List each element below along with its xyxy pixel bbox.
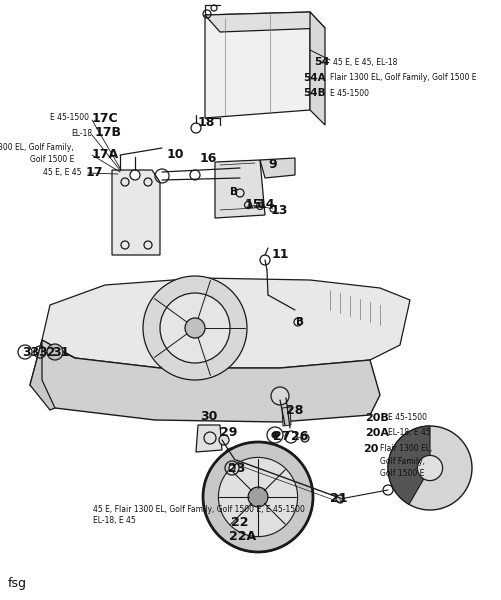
Text: 17C: 17C: [92, 112, 119, 124]
Text: E 45-1500: E 45-1500: [50, 113, 89, 122]
Circle shape: [47, 344, 63, 360]
Circle shape: [336, 495, 344, 503]
Circle shape: [143, 276, 247, 380]
Polygon shape: [215, 160, 265, 218]
Text: 29: 29: [220, 427, 237, 439]
Circle shape: [218, 457, 298, 536]
Text: 31: 31: [52, 346, 69, 358]
Circle shape: [248, 487, 268, 507]
Text: 13: 13: [271, 203, 289, 217]
Text: Flair 1300 EL, Golf Family,: Flair 1300 EL, Golf Family,: [0, 143, 74, 152]
Text: 20A: 20A: [365, 428, 389, 438]
Text: 54: 54: [315, 57, 330, 67]
Text: Flair 1300 EL,: Flair 1300 EL,: [380, 445, 432, 454]
Text: Golf Family,: Golf Family,: [380, 457, 425, 466]
Text: 11: 11: [272, 248, 290, 262]
Text: 45 E, Flair 1300 EL, Golf Family, Golf 1500 E, E 45-1500: 45 E, Flair 1300 EL, Golf Family, Golf 1…: [93, 505, 305, 514]
Text: Golf 1500 E: Golf 1500 E: [380, 469, 424, 478]
Text: EL-18: EL-18: [71, 128, 92, 137]
Text: Golf 1500 E: Golf 1500 E: [30, 155, 74, 164]
Text: 27: 27: [273, 430, 291, 443]
Text: 18: 18: [198, 115, 215, 128]
Polygon shape: [282, 407, 291, 426]
Circle shape: [219, 435, 229, 445]
Text: 14: 14: [258, 199, 276, 211]
Polygon shape: [196, 425, 222, 452]
Polygon shape: [260, 158, 295, 178]
Text: 9: 9: [268, 158, 277, 172]
Text: 21: 21: [330, 491, 348, 505]
Text: 32: 32: [38, 346, 56, 358]
Text: 20: 20: [363, 444, 378, 454]
Circle shape: [160, 293, 230, 363]
Text: E 45-1500: E 45-1500: [330, 88, 369, 97]
Polygon shape: [30, 340, 55, 410]
Circle shape: [229, 465, 235, 471]
Text: 23: 23: [228, 461, 245, 475]
Circle shape: [203, 442, 313, 552]
Text: 20B: 20B: [365, 413, 389, 423]
Circle shape: [130, 170, 140, 180]
Text: 54B: 54B: [304, 88, 326, 98]
Text: EL-18, E 45: EL-18, E 45: [388, 428, 431, 437]
Text: B: B: [296, 317, 304, 327]
Text: 33: 33: [22, 346, 39, 358]
Text: 45 E, E 45: 45 E, E 45: [44, 169, 82, 178]
Circle shape: [388, 426, 472, 510]
Circle shape: [272, 432, 278, 438]
Text: 17: 17: [86, 166, 104, 179]
Polygon shape: [310, 12, 325, 125]
Text: fsg: fsg: [8, 577, 27, 590]
Text: 45 E, E 45, EL-18: 45 E, E 45, EL-18: [333, 58, 397, 67]
Text: 28: 28: [286, 403, 304, 416]
Text: Flair 1300 EL, Golf Family, Golf 1500 E: Flair 1300 EL, Golf Family, Golf 1500 E: [330, 73, 476, 82]
Text: 26: 26: [291, 430, 309, 443]
Wedge shape: [388, 426, 430, 505]
Circle shape: [271, 387, 289, 405]
Text: 16: 16: [200, 151, 217, 164]
Polygon shape: [112, 170, 160, 255]
Polygon shape: [30, 340, 380, 422]
Text: 22: 22: [231, 515, 248, 529]
Polygon shape: [42, 278, 410, 368]
Text: 15: 15: [245, 199, 263, 211]
Text: E 45-1500: E 45-1500: [388, 413, 427, 422]
Text: EL-18, E 45: EL-18, E 45: [93, 517, 136, 526]
Text: 10: 10: [167, 148, 184, 161]
Text: 30: 30: [200, 409, 217, 422]
Text: 17B: 17B: [95, 127, 122, 139]
Text: 54A: 54A: [304, 73, 326, 83]
Circle shape: [185, 318, 205, 338]
Polygon shape: [205, 12, 325, 32]
Circle shape: [417, 455, 442, 481]
Text: 22A: 22A: [229, 530, 256, 544]
Text: B: B: [230, 187, 238, 197]
Circle shape: [301, 434, 309, 442]
Polygon shape: [205, 12, 310, 118]
Text: 17A: 17A: [92, 148, 119, 161]
